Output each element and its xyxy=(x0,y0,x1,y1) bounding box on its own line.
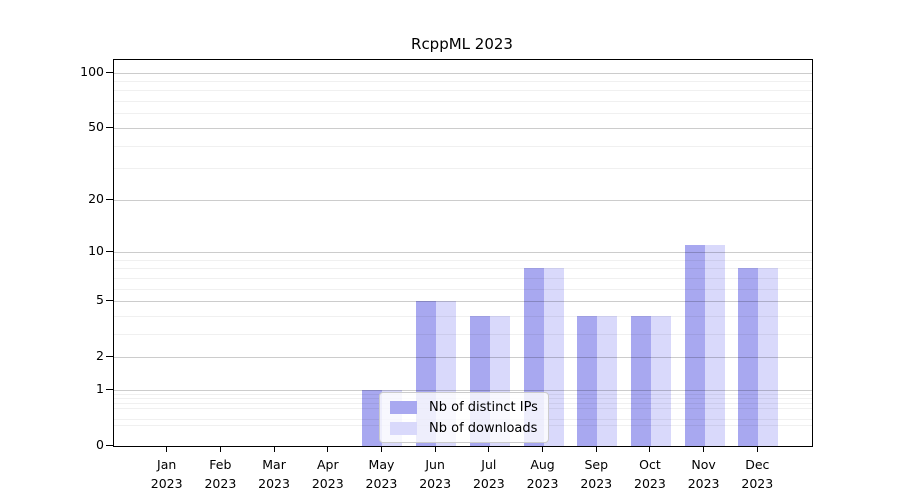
bar xyxy=(597,315,618,446)
x-tick-label-month: Mar xyxy=(262,457,286,472)
x-tick-label-year: 2023 xyxy=(311,476,344,491)
y-tick-label: 5 xyxy=(96,292,104,308)
bar xyxy=(684,244,705,446)
bar xyxy=(704,244,725,446)
bar xyxy=(650,315,671,446)
x-tick xyxy=(488,446,490,452)
legend-item: Nb of downloads xyxy=(390,420,538,436)
gridline-major xyxy=(114,72,812,74)
y-tick-label: 1 xyxy=(96,380,104,396)
y-tick xyxy=(106,356,113,358)
x-tick-label-month: Oct xyxy=(639,457,661,472)
x-tick-label: Jan 2023 xyxy=(127,455,207,493)
x-tick-label-year: 2023 xyxy=(634,476,666,491)
y-tick xyxy=(106,250,113,252)
y-tick-label: 10 xyxy=(88,242,104,258)
x-tick-label-year: 2023 xyxy=(526,476,559,491)
x-tick-label: Jul 2023 xyxy=(449,455,529,493)
x-tick xyxy=(219,446,221,452)
gridline-minor xyxy=(114,101,812,103)
bar xyxy=(738,268,759,446)
x-tick-label-month: Jan xyxy=(157,457,177,472)
x-tick-label-year: 2023 xyxy=(204,476,237,491)
bar xyxy=(630,315,651,446)
x-tick-label-year: 2023 xyxy=(365,476,398,491)
bar xyxy=(362,389,383,446)
plot-area: Nb of distinct IPs Nb of downloads xyxy=(113,59,813,447)
x-tick xyxy=(703,446,705,452)
x-tick-label-year: 2023 xyxy=(258,476,290,491)
x-tick-label: Mar 2023 xyxy=(234,455,314,493)
legend-swatch xyxy=(390,400,417,414)
x-tick-label: Dec 2023 xyxy=(717,455,797,493)
y-tick xyxy=(106,126,113,128)
x-tick-label: Nov 2023 xyxy=(664,455,744,493)
x-tick xyxy=(327,446,329,452)
chart-title: RcppML 2023 xyxy=(411,35,513,53)
legend-item-label: Nb of distinct IPs xyxy=(429,399,538,415)
x-tick-label-year: 2023 xyxy=(580,476,613,491)
x-tick-label: May 2023 xyxy=(341,455,421,493)
x-tick-label: Feb 2023 xyxy=(180,455,260,493)
x-tick xyxy=(542,446,544,452)
y-tick xyxy=(106,198,113,200)
y-tick-label: 50 xyxy=(88,118,104,134)
x-tick xyxy=(595,446,597,452)
y-tick xyxy=(106,71,113,73)
y-tick-label: 100 xyxy=(80,63,104,79)
legend-item: Nb of distinct IPs xyxy=(390,399,538,415)
x-tick xyxy=(380,446,382,452)
gridline-minor xyxy=(114,145,812,147)
x-tick-label-month: Jun xyxy=(425,457,445,472)
y-tick xyxy=(106,300,113,302)
x-tick-label: Jun 2023 xyxy=(395,455,475,493)
x-tick-label-month: May xyxy=(368,457,395,472)
x-tick-label: Sep 2023 xyxy=(556,455,636,493)
x-tick-label-month: Jul xyxy=(481,457,497,472)
x-tick-label-year: 2023 xyxy=(687,476,720,491)
y-tick-label: 20 xyxy=(88,190,104,206)
x-tick-label: Oct 2023 xyxy=(610,455,690,493)
bar xyxy=(577,315,598,446)
legend: Nb of distinct IPs Nb of downloads xyxy=(379,392,549,443)
x-tick xyxy=(166,446,168,452)
gridline-major xyxy=(114,127,812,129)
legend-item-label: Nb of downloads xyxy=(429,420,538,436)
y-tick xyxy=(106,445,113,446)
x-tick-label-month: Aug xyxy=(530,457,555,472)
x-tick-label-month: Nov xyxy=(691,457,716,472)
x-tick-label-year: 2023 xyxy=(472,476,505,491)
legend-swatch xyxy=(390,421,417,435)
x-tick xyxy=(649,446,651,452)
gridline-major xyxy=(114,199,812,201)
x-tick-label-year: 2023 xyxy=(150,476,183,491)
gridline-minor xyxy=(114,113,812,115)
x-tick xyxy=(273,446,275,452)
x-tick-label-month: Sep xyxy=(584,457,608,472)
x-tick xyxy=(756,446,758,452)
x-tick xyxy=(434,446,436,452)
x-tick-label-year: 2023 xyxy=(419,476,452,491)
x-tick-label-month: Dec xyxy=(745,457,770,472)
y-tick-label: 0 xyxy=(96,437,104,452)
gridline-minor xyxy=(114,81,812,83)
x-tick-label: Apr 2023 xyxy=(288,455,368,493)
x-tick-label-month: Apr xyxy=(316,457,339,472)
y-tick xyxy=(106,388,113,390)
bar xyxy=(758,268,779,446)
x-tick-label: Aug 2023 xyxy=(503,455,583,493)
gridline-minor xyxy=(114,168,812,170)
x-tick-label-month: Feb xyxy=(209,457,232,472)
y-tick-label: 2 xyxy=(96,348,104,364)
x-tick-label-year: 2023 xyxy=(741,476,774,491)
gridline-minor xyxy=(114,90,812,92)
